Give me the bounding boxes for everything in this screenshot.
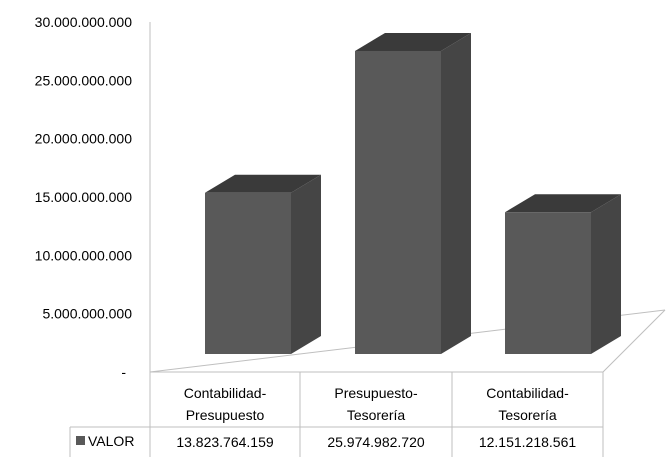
data-value-label: 25.974.982.720 bbox=[327, 434, 425, 450]
floor-right-edge bbox=[602, 309, 666, 373]
category-label: Presupuesto bbox=[186, 407, 265, 423]
y-tick-label: 30.000.000.000 bbox=[35, 14, 133, 30]
data-value-label: 13.823.764.159 bbox=[176, 434, 274, 450]
category-label: Tesorería bbox=[347, 407, 406, 423]
bar bbox=[205, 192, 291, 354]
y-tick-label: 5.000.000.000 bbox=[42, 306, 132, 322]
category-label: Contabilidad- bbox=[184, 385, 267, 401]
data-value-label: 12.151.218.561 bbox=[479, 434, 577, 450]
bar-side-face bbox=[441, 32, 471, 355]
category-label: Contabilidad- bbox=[486, 385, 569, 401]
y-tick-label: 10.000.000.000 bbox=[35, 247, 133, 263]
bar-top-face bbox=[205, 174, 321, 193]
y-tick-label: - bbox=[121, 364, 126, 380]
legend-label: VALOR bbox=[88, 433, 134, 449]
category-label: Presupuesto- bbox=[334, 385, 418, 401]
y-tick-label: 25.000.000.000 bbox=[35, 72, 133, 88]
y-tick-label: 20.000.000.000 bbox=[35, 131, 133, 147]
bar-top-face bbox=[355, 32, 471, 51]
bar-top-face bbox=[505, 194, 621, 213]
legend-swatch bbox=[76, 436, 85, 445]
category-label: Tesorería bbox=[498, 407, 557, 423]
bar bbox=[355, 50, 441, 355]
bar-side-face bbox=[591, 194, 621, 354]
bar bbox=[505, 212, 591, 354]
y-tick-label: 15.000.000.000 bbox=[35, 189, 133, 205]
bar-side-face bbox=[291, 174, 321, 354]
